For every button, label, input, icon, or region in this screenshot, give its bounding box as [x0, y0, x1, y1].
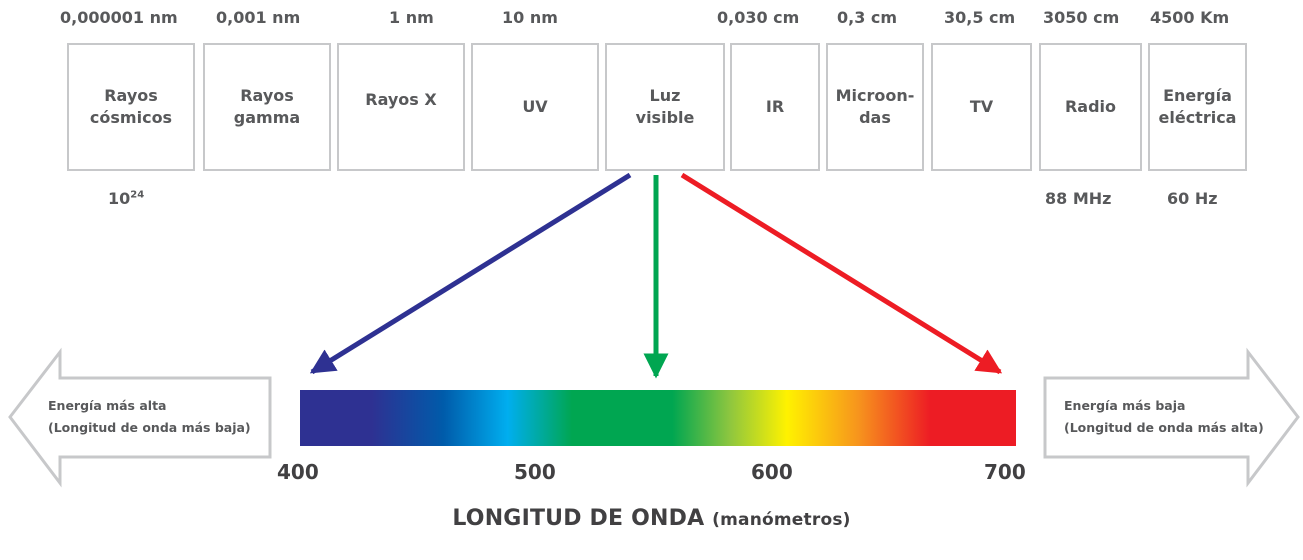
right-arrow-line2: (Longitud de onda más alta)	[1064, 420, 1264, 435]
wavelength-label: 0,000001 nm	[60, 8, 178, 27]
wavelength-label: 0,030 cm	[717, 8, 800, 27]
band-label: Luz visible	[635, 86, 695, 127]
right-arrow-text: Energía más baja (Longitud de onda más a…	[1064, 395, 1264, 439]
band-box-electric-energy: Energía eléctrica	[1148, 43, 1247, 171]
band-label: TV	[969, 97, 994, 116]
axis-tick-600: 600	[751, 460, 793, 484]
visible-spectrum-bar	[300, 390, 1016, 446]
band-label: Radio	[1064, 97, 1117, 116]
wavelength-label: 30,5 cm	[944, 8, 1016, 27]
band-box-visible-light: Luz visible	[605, 43, 725, 171]
frequency-label-cosmic: 1024	[108, 189, 145, 208]
wavelength-label: 4500 Km	[1150, 8, 1230, 27]
axis-title: LONGITUD DE ONDA (manómetros)	[0, 506, 1303, 531]
left-arrow-text: Energía más alta (Longitud de onda más b…	[48, 395, 251, 439]
band-box-radio: Radio	[1039, 43, 1142, 171]
band-label: Rayos gamma	[233, 86, 301, 127]
left-arrow-shape	[8, 347, 272, 488]
axis-tick-700: 700	[984, 460, 1026, 484]
band-box-gamma-rays: Rayos gamma	[203, 43, 331, 171]
blue-pointer-arrow	[309, 172, 632, 375]
left-arrow-line2: (Longitud de onda más baja)	[48, 420, 251, 435]
wavelength-label: 0,001 nm	[216, 8, 301, 27]
wavelength-label: 0,3 cm	[837, 8, 898, 27]
band-label: UV	[522, 97, 548, 116]
wavelength-label: 10 nm	[502, 8, 558, 27]
frequency-label-electric: 60 Hz	[1167, 189, 1218, 208]
band-label: IR	[765, 97, 785, 116]
band-label: Microon- das	[835, 86, 915, 127]
wavelength-label: 1 nm	[389, 8, 434, 27]
right-arrow-shape	[1043, 347, 1300, 488]
band-label: Energía eléctrica	[1158, 86, 1237, 127]
axis-title-unit: (manómetros)	[712, 510, 851, 530]
band-box-uv: UV	[471, 43, 599, 171]
right-arrow-line1: Energía más baja	[1064, 398, 1186, 413]
band-box-x-rays: Rayos X	[337, 43, 465, 171]
left-arrow-line1: Energía más alta	[48, 398, 167, 413]
frequency-label-radio: 88 MHz	[1045, 189, 1112, 208]
band-label: Rayos cósmicos	[89, 86, 173, 127]
band-box-tv: TV	[931, 43, 1032, 171]
wavelength-label: 3050 cm	[1043, 8, 1120, 27]
band-label: Rayos X	[365, 90, 437, 109]
band-box-microwaves: Microon- das	[826, 43, 924, 171]
axis-tick-500: 500	[514, 460, 556, 484]
red-pointer-arrow	[680, 172, 1003, 375]
band-box-infrared: IR	[730, 43, 820, 171]
band-box-cosmic-rays: Rayos cósmicos	[67, 43, 195, 171]
axis-title-main: LONGITUD DE ONDA	[452, 506, 705, 531]
axis-tick-400: 400	[277, 460, 319, 484]
